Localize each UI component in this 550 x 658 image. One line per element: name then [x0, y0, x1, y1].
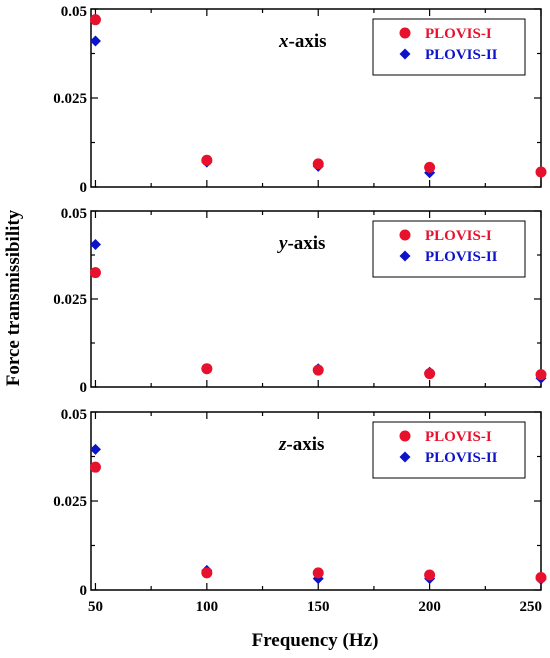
panel-2: 0 0.025 0.05 y-axis PLOVIS-I PLOVIS-II [53, 206, 547, 396]
panel-label-suffix: -axis [287, 233, 325, 254]
y-tick-label: 0.025 [53, 91, 87, 107]
data-point-circle [424, 569, 436, 581]
legend-label: PLOVIS-I [425, 429, 492, 445]
y-tick-label: 0 [80, 380, 88, 396]
data-point-circle [312, 158, 324, 170]
data-point-circle [201, 154, 213, 166]
legend-label: PLOVIS-II [425, 249, 498, 265]
x-tick-label: 100 [196, 599, 219, 615]
data-point-diamond [89, 443, 101, 455]
y-axis-title: Force transmissibility [3, 209, 24, 386]
x-tick-label: 150 [307, 599, 330, 615]
panel-label-axis: z [278, 434, 287, 455]
data-point-circle [535, 369, 547, 381]
legend-label: PLOVIS-II [425, 450, 498, 466]
panel-1: 0 0.025 0.05 x-axis PLOVIS-I PLOVIS-II [53, 4, 547, 196]
y-tick-label: 0.05 [61, 4, 87, 20]
legend-label: PLOVIS-I [425, 26, 492, 42]
legend-box [372, 18, 526, 76]
panel-label-suffix: -axis [286, 434, 324, 455]
x-axis-title: Frequency (Hz) [252, 630, 379, 651]
panel-label-axis: x [278, 31, 289, 52]
data-point-circle [312, 567, 324, 579]
y-tick-label: 0.025 [53, 292, 87, 308]
legend-label: PLOVIS-I [425, 228, 492, 244]
data-point-circle [424, 368, 436, 380]
y-tick-label: 0 [80, 583, 88, 599]
data-point-circle [424, 161, 436, 173]
legend-marker-diamond [399, 451, 411, 463]
legend-label: PLOVIS-II [425, 47, 498, 63]
y-tick-label: 0.05 [61, 407, 87, 423]
legend-marker-circle [399, 27, 411, 39]
data-point-circle [89, 14, 101, 26]
data-point-diamond [89, 35, 101, 47]
legend-marker-circle [399, 229, 411, 241]
panel-label-axis: y [277, 233, 288, 254]
data-point-diamond [89, 238, 101, 250]
x-tick-label: 200 [418, 599, 441, 615]
data-point-circle [89, 461, 101, 473]
legend-box [372, 421, 526, 479]
legend-box [372, 220, 526, 278]
panel-label: y-axis [277, 233, 325, 254]
panel-label: z-axis [278, 434, 324, 455]
data-point-circle [312, 364, 324, 376]
data-point-circle [201, 363, 213, 375]
y-tick-label: 0 [80, 180, 88, 196]
panel-label: x-axis [278, 31, 327, 52]
data-point-circle [201, 567, 213, 579]
legend-marker-diamond [399, 48, 411, 60]
data-point-circle [535, 572, 547, 584]
x-tick-label: 250 [520, 599, 543, 615]
legend-marker-diamond [399, 250, 411, 262]
data-point-circle [89, 267, 101, 279]
legend-marker-circle [399, 430, 411, 442]
panel-label-suffix: -axis [289, 31, 327, 52]
y-tick-label: 0.025 [53, 494, 87, 510]
y-tick-label: 0.05 [61, 206, 87, 222]
panel-3: 0 0.025 0.05 50 100 150 200 250 z-axis PLOVIS-I PL… [53, 407, 547, 615]
data-point-circle [535, 166, 547, 178]
x-tick-label: 50 [88, 599, 103, 615]
